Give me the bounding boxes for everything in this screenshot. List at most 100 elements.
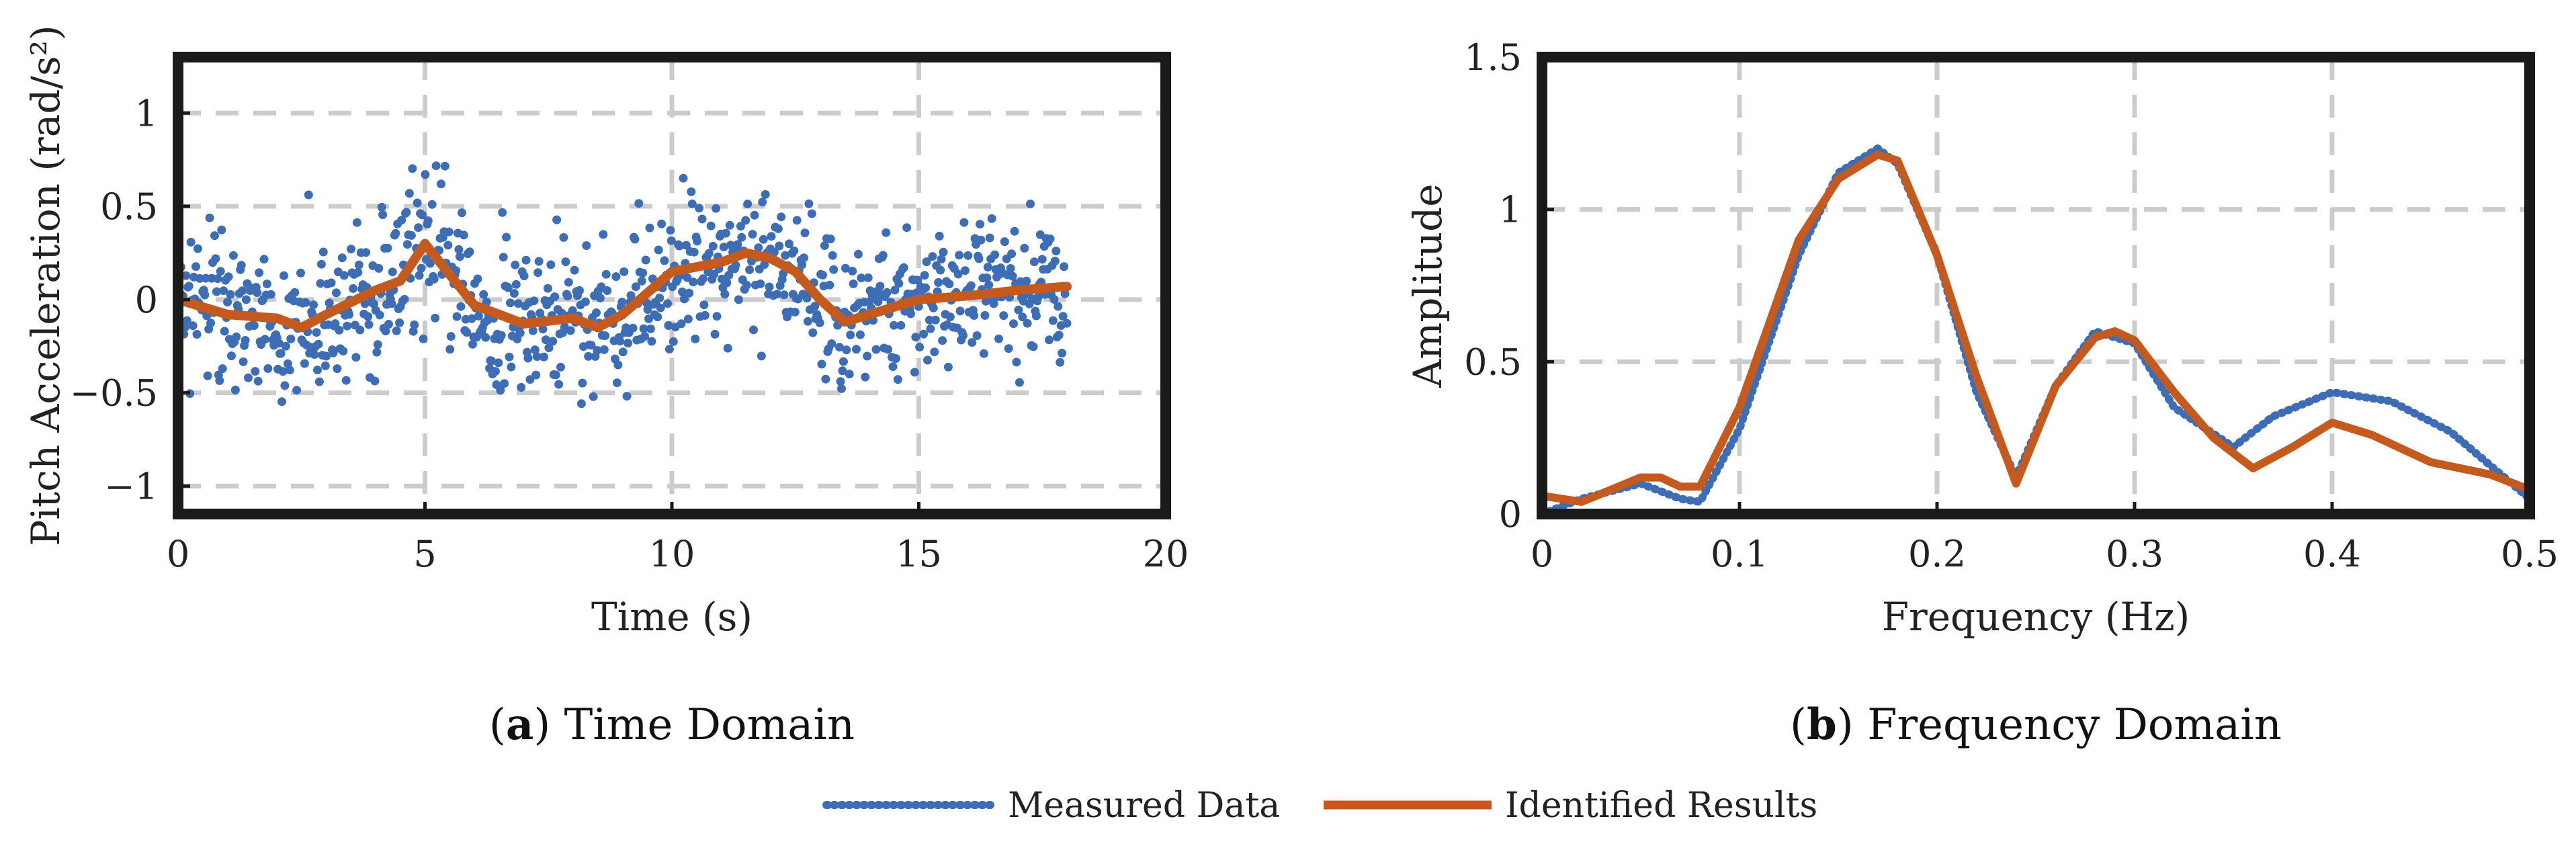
measured-point <box>945 280 954 289</box>
measured-point <box>425 259 435 268</box>
measured-point <box>804 199 814 208</box>
measured-point <box>384 320 393 329</box>
measured-point <box>681 241 691 250</box>
measured-point <box>1049 295 1059 304</box>
measured-point <box>546 260 556 269</box>
measured-point <box>500 379 509 388</box>
time-identified-line <box>173 239 1072 333</box>
measured-point <box>890 286 900 295</box>
measured-point <box>538 325 548 334</box>
measured-point <box>748 230 757 239</box>
x-tick-label: 0.1 <box>1711 533 1768 575</box>
measured-point <box>640 332 650 341</box>
measured-point <box>722 278 732 288</box>
measured-point <box>280 381 290 390</box>
measured-point <box>854 249 863 259</box>
measured-point <box>262 280 271 288</box>
measured-point <box>210 231 219 241</box>
measured-point <box>888 362 898 372</box>
measured-point <box>664 321 673 330</box>
measured-point <box>446 332 456 341</box>
measured-point <box>857 273 866 283</box>
measured-point <box>406 230 416 240</box>
y-tick-label: 1 <box>135 92 158 134</box>
measured-point <box>440 161 449 171</box>
measured-point <box>1031 311 1041 321</box>
measured-point <box>781 251 790 260</box>
measured-point <box>551 370 560 380</box>
measured-point <box>511 260 520 269</box>
measured-point <box>227 351 236 361</box>
measured-point <box>519 271 529 281</box>
measured-point <box>314 377 324 386</box>
measured-point <box>960 266 970 275</box>
measured-point <box>374 263 384 273</box>
measured-point <box>626 291 636 300</box>
measured-point <box>985 233 994 243</box>
measured-point <box>212 287 221 296</box>
measured-point <box>882 288 892 297</box>
measured-point <box>601 269 611 279</box>
measured-point <box>664 345 674 354</box>
identified-line <box>173 239 1072 333</box>
measured-point <box>641 255 650 265</box>
measured-point <box>911 333 920 342</box>
measured-point <box>710 269 719 279</box>
measured-point <box>517 383 526 392</box>
measured-point <box>445 345 455 354</box>
measured-point <box>890 321 898 330</box>
measured-point <box>800 253 808 263</box>
measured-point <box>689 247 699 257</box>
y-tick-label: 0 <box>1499 493 1522 536</box>
measured-point <box>687 200 697 208</box>
freq-caption-letter: b <box>1807 699 1837 750</box>
measured-point <box>316 259 326 269</box>
measured-point <box>1008 271 1017 281</box>
x-tick-label: 0.2 <box>1908 533 1966 575</box>
measured-point <box>921 283 931 292</box>
measured-point <box>829 265 839 274</box>
measured-point <box>749 325 758 335</box>
measured-point <box>592 308 601 317</box>
measured-point <box>756 279 765 288</box>
measured-point <box>631 282 640 292</box>
measured-point <box>721 228 730 238</box>
measured-point <box>923 355 932 365</box>
measured-point <box>431 313 440 323</box>
measured-point <box>552 215 562 224</box>
measured-point <box>983 263 992 271</box>
time-measured-scatter <box>173 161 1072 409</box>
measured-point <box>351 353 361 362</box>
measured-point <box>339 271 349 280</box>
measured-point <box>855 330 865 339</box>
freq-ylabel: Amplitude <box>1405 183 1451 388</box>
measured-point <box>981 296 990 306</box>
measured-point <box>409 327 418 336</box>
measured-point <box>821 374 830 384</box>
measured-point <box>378 210 388 219</box>
measured-point <box>974 254 984 263</box>
legend-measured-label: Measured Data <box>1008 785 1280 826</box>
measured-point <box>698 274 707 284</box>
measured-point <box>1048 316 1058 325</box>
measured-point <box>646 324 655 333</box>
measured-point <box>226 290 235 299</box>
measured-point <box>1054 331 1064 340</box>
measured-point <box>743 200 753 209</box>
measured-point <box>982 273 992 282</box>
measured-point <box>481 333 490 342</box>
measured-point <box>928 252 937 261</box>
measured-point <box>828 251 837 260</box>
measured-point <box>215 376 224 385</box>
measured-point <box>741 216 750 225</box>
measured-point <box>505 352 514 362</box>
measured-point <box>498 208 507 217</box>
measured-point <box>316 279 325 288</box>
measured-point <box>456 302 466 311</box>
measured-point <box>465 247 474 257</box>
measured-point <box>533 268 543 278</box>
measured-point <box>878 251 888 260</box>
measured-point <box>454 245 464 254</box>
measured-point <box>563 292 572 301</box>
measured-point <box>239 357 248 366</box>
